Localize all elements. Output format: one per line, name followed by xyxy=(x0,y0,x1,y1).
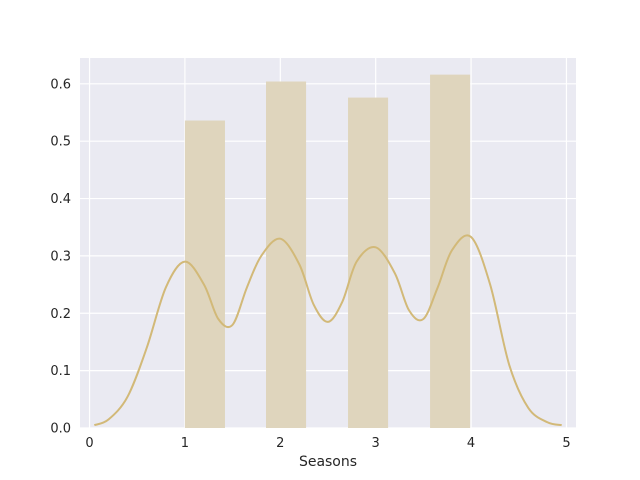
x-tick-label: 5 xyxy=(562,436,570,451)
y-tick-label: 0.4 xyxy=(50,192,71,207)
histogram-bar xyxy=(184,120,225,428)
y-tick-label: 0.1 xyxy=(50,364,71,379)
histogram-bar xyxy=(348,97,389,429)
x-axis-label: Seasons xyxy=(299,454,357,470)
histogram-bars xyxy=(184,74,471,429)
x-tick-label: 0 xyxy=(85,436,93,451)
plot-background xyxy=(80,58,576,428)
histogram-bar xyxy=(266,81,307,428)
x-axis-ticks: 0 1 2 3 4 5 xyxy=(85,436,570,451)
x-tick-label: 1 xyxy=(181,436,189,451)
histogram-bar xyxy=(430,74,471,429)
y-tick-label: 0.0 xyxy=(50,422,71,437)
y-tick-label: 0.6 xyxy=(50,77,71,92)
y-tick-label: 0.2 xyxy=(50,307,71,322)
x-tick-label: 2 xyxy=(276,436,284,451)
y-axis-ticks: 0.0 0.1 0.2 0.3 0.4 0.5 0.6 xyxy=(50,77,71,436)
x-tick-label: 4 xyxy=(467,436,475,451)
kde-curve xyxy=(93,234,562,427)
x-tick-label: 3 xyxy=(372,436,380,451)
y-tick-label: 0.5 xyxy=(50,135,71,150)
y-tick-label: 0.3 xyxy=(50,249,71,264)
